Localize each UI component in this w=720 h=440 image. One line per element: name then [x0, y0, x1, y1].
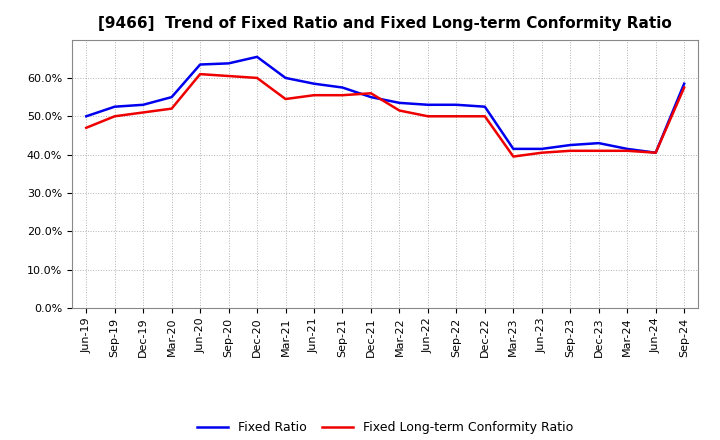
Fixed Long-term Conformity Ratio	[253, 75, 261, 81]
Fixed Ratio	[680, 81, 688, 86]
Fixed Ratio	[423, 102, 432, 107]
Fixed Long-term Conformity Ratio	[338, 92, 347, 98]
Fixed Long-term Conformity Ratio	[196, 71, 204, 77]
Fixed Long-term Conformity Ratio	[623, 148, 631, 154]
Fixed Ratio	[310, 81, 318, 86]
Fixed Long-term Conformity Ratio	[110, 114, 119, 119]
Fixed Long-term Conformity Ratio	[310, 92, 318, 98]
Fixed Long-term Conformity Ratio	[82, 125, 91, 130]
Fixed Long-term Conformity Ratio	[595, 148, 603, 154]
Fixed Long-term Conformity Ratio	[395, 108, 404, 113]
Fixed Ratio	[480, 104, 489, 109]
Fixed Ratio	[338, 85, 347, 90]
Fixed Ratio	[196, 62, 204, 67]
Fixed Long-term Conformity Ratio	[652, 150, 660, 155]
Fixed Long-term Conformity Ratio	[452, 114, 461, 119]
Fixed Ratio	[566, 143, 575, 148]
Fixed Ratio	[282, 75, 290, 81]
Fixed Long-term Conformity Ratio	[423, 114, 432, 119]
Fixed Ratio	[139, 102, 148, 107]
Fixed Long-term Conformity Ratio	[366, 91, 375, 96]
Fixed Long-term Conformity Ratio	[139, 110, 148, 115]
Fixed Long-term Conformity Ratio	[680, 85, 688, 90]
Fixed Long-term Conformity Ratio	[566, 148, 575, 154]
Line: Fixed Long-term Conformity Ratio: Fixed Long-term Conformity Ratio	[86, 74, 684, 157]
Fixed Ratio	[366, 95, 375, 100]
Fixed Ratio	[595, 140, 603, 146]
Fixed Long-term Conformity Ratio	[167, 106, 176, 111]
Fixed Ratio	[537, 146, 546, 151]
Fixed Long-term Conformity Ratio	[537, 150, 546, 155]
Fixed Long-term Conformity Ratio	[225, 73, 233, 79]
Fixed Ratio	[395, 100, 404, 106]
Fixed Ratio	[167, 95, 176, 100]
Fixed Ratio	[509, 146, 518, 151]
Line: Fixed Ratio: Fixed Ratio	[86, 57, 684, 153]
Fixed Ratio	[225, 61, 233, 66]
Fixed Ratio	[110, 104, 119, 109]
Fixed Long-term Conformity Ratio	[480, 114, 489, 119]
Fixed Ratio	[253, 54, 261, 59]
Fixed Ratio	[652, 150, 660, 155]
Fixed Long-term Conformity Ratio	[509, 154, 518, 159]
Title: [9466]  Trend of Fixed Ratio and Fixed Long-term Conformity Ratio: [9466] Trend of Fixed Ratio and Fixed Lo…	[99, 16, 672, 32]
Fixed Ratio	[452, 102, 461, 107]
Legend: Fixed Ratio, Fixed Long-term Conformity Ratio: Fixed Ratio, Fixed Long-term Conformity …	[192, 416, 578, 439]
Fixed Ratio	[623, 146, 631, 151]
Fixed Ratio	[82, 114, 91, 119]
Fixed Long-term Conformity Ratio	[282, 96, 290, 102]
